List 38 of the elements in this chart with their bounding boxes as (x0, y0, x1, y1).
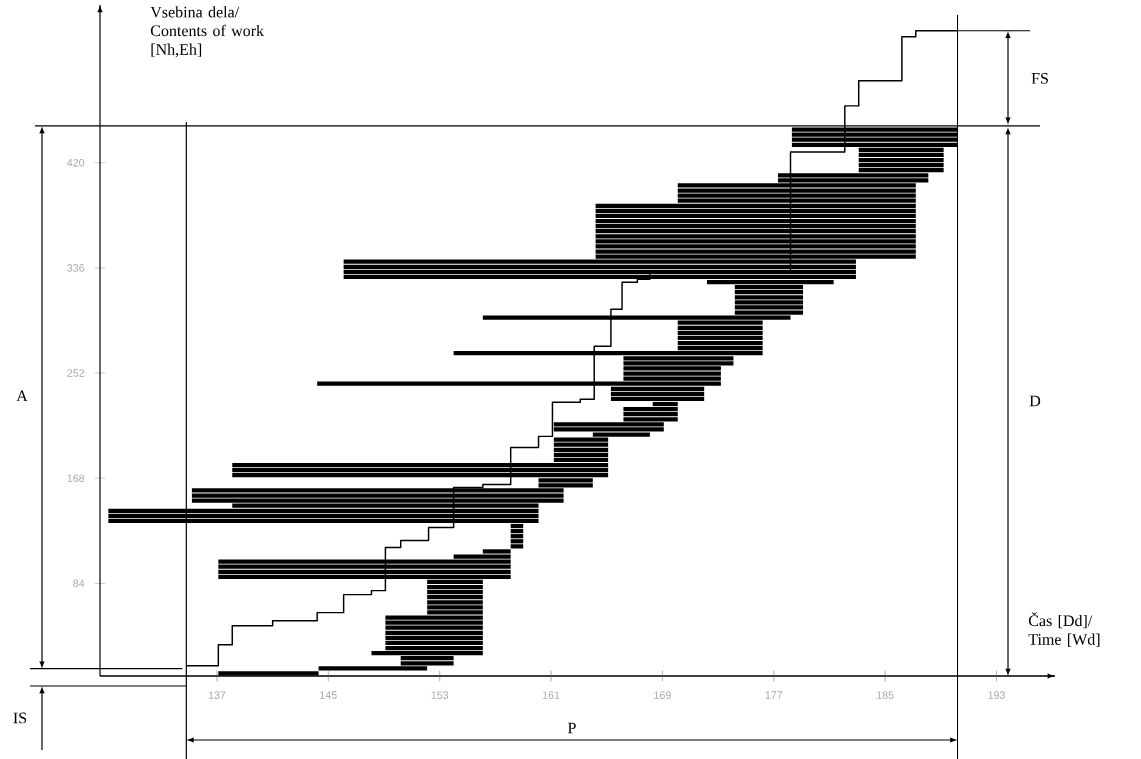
x-tick-label: 169 (654, 691, 671, 699)
bar (427, 589, 483, 595)
bar (677, 335, 763, 341)
bar (623, 406, 678, 412)
x-tick-label: 177 (765, 691, 783, 699)
y-axis-title: Vsebina dela/ Contents of work [Nh,Eh] (150, 6, 265, 58)
x-tick-label: 193 (988, 691, 1005, 699)
y-tick-label: 252 (67, 369, 85, 377)
bar (343, 274, 856, 280)
annotation: D (1029, 395, 1041, 407)
y-tick-label: 336 (67, 264, 85, 272)
bar (595, 223, 916, 229)
y-tick-label: 420 (67, 158, 85, 167)
x-tick-label: 153 (431, 691, 449, 699)
bar (858, 162, 944, 168)
x-axis-title: Čas [Dd]/ Time [Wd] (1028, 612, 1100, 647)
bar (677, 340, 763, 346)
x-tick-label: 161 (542, 691, 560, 699)
text: P (567, 722, 576, 734)
text: IS (13, 712, 27, 724)
bar (610, 396, 705, 402)
bar (371, 650, 483, 656)
y-tick-label: 168 (67, 474, 85, 482)
bar (385, 640, 483, 646)
bar (858, 157, 944, 163)
annotation: FS (1031, 72, 1048, 84)
bar (232, 462, 609, 468)
x-tick-label: 145 (320, 691, 337, 699)
text: A (16, 390, 28, 402)
bar (232, 467, 609, 473)
x-tick-label: 185 (877, 691, 894, 699)
y-tick-label: 84 (73, 579, 85, 588)
bar (858, 152, 944, 158)
bar (510, 528, 524, 534)
bar (595, 218, 916, 224)
x-tick-label: 137 (208, 691, 226, 699)
bar (595, 213, 916, 219)
bar (427, 584, 483, 590)
